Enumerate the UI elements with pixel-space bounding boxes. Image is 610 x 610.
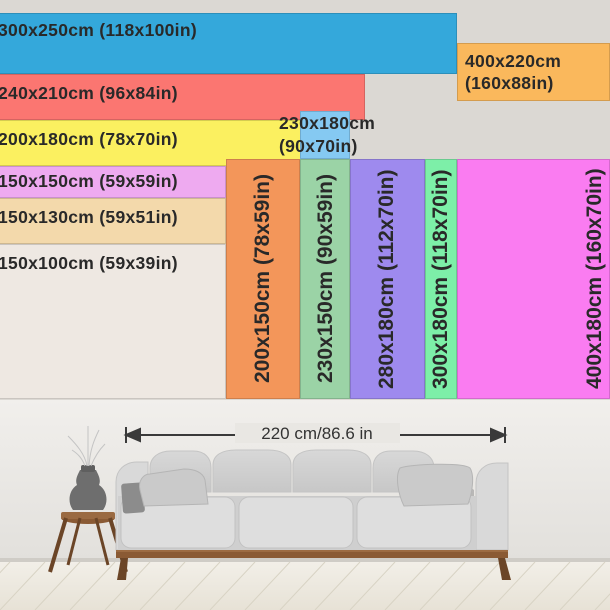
svg-text:220 cm/86.6 in: 220 cm/86.6 in	[261, 424, 373, 443]
